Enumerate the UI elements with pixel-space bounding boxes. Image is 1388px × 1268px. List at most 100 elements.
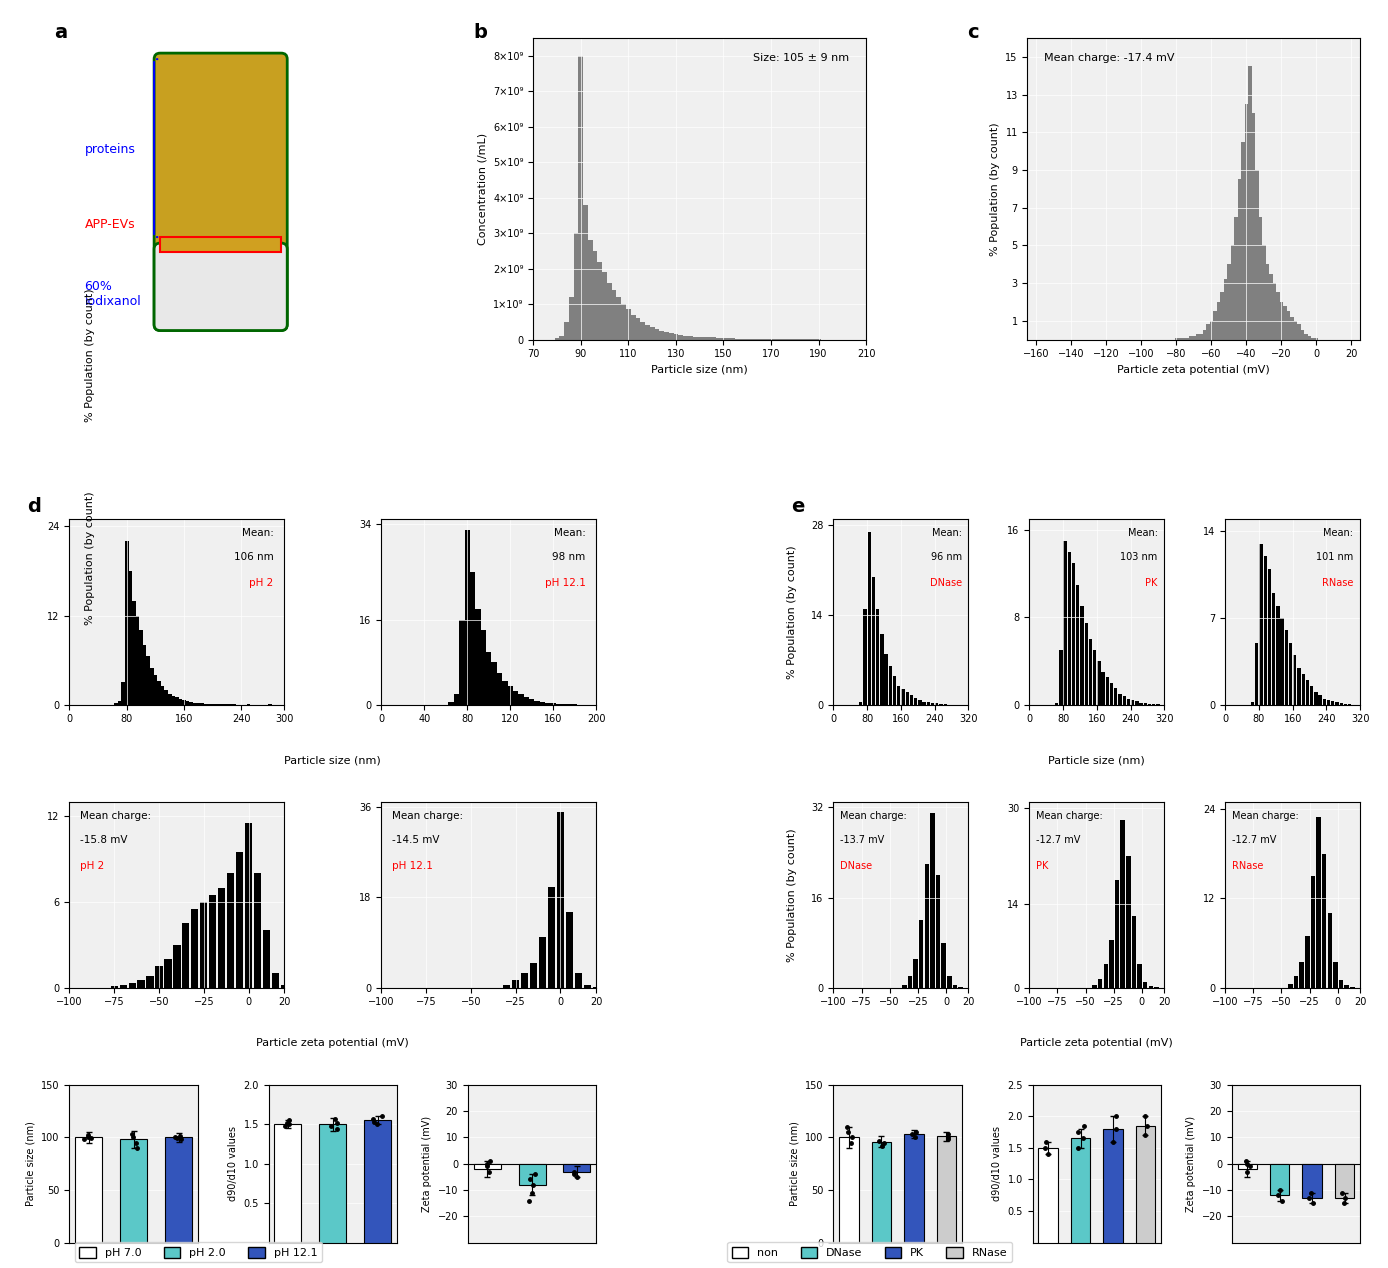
Bar bbox=[1178, 337, 1181, 340]
Text: Mean charge: -17.4 mV: Mean charge: -17.4 mV bbox=[1044, 53, 1174, 63]
Bar bbox=[1310, 686, 1313, 705]
Text: Size: 105 ± 9 nm: Size: 105 ± 9 nm bbox=[754, 53, 849, 63]
Bar bbox=[1131, 915, 1137, 988]
Bar bbox=[1110, 683, 1113, 705]
Bar bbox=[182, 700, 186, 705]
Bar bbox=[1076, 585, 1080, 705]
Bar bbox=[1059, 650, 1063, 705]
Bar bbox=[147, 976, 154, 988]
Bar bbox=[941, 942, 947, 988]
Bar bbox=[534, 700, 540, 705]
Bar bbox=[448, 702, 454, 705]
Bar bbox=[1119, 694, 1122, 705]
Bar bbox=[840, 1137, 859, 1243]
Bar bbox=[863, 609, 866, 705]
Text: PK: PK bbox=[1145, 578, 1158, 588]
Bar bbox=[573, 233, 579, 340]
Bar bbox=[1238, 179, 1241, 340]
Bar bbox=[523, 697, 529, 705]
Text: Mean charge:: Mean charge: bbox=[1233, 812, 1299, 822]
Bar bbox=[923, 701, 926, 705]
Text: 101 nm: 101 nm bbox=[1316, 553, 1353, 563]
Bar bbox=[262, 931, 271, 988]
Bar bbox=[1345, 985, 1349, 988]
Bar bbox=[569, 297, 573, 340]
Bar bbox=[502, 681, 508, 705]
Bar bbox=[1339, 702, 1344, 705]
Bar bbox=[673, 335, 679, 340]
Bar bbox=[197, 702, 200, 705]
Bar bbox=[1123, 696, 1126, 705]
Bar bbox=[1305, 333, 1307, 340]
Bar bbox=[1339, 980, 1344, 988]
Bar bbox=[559, 336, 564, 340]
Text: Mean charge:: Mean charge: bbox=[1035, 812, 1102, 822]
Bar bbox=[121, 1140, 147, 1243]
Bar bbox=[518, 694, 523, 705]
Bar bbox=[1302, 673, 1305, 705]
Bar bbox=[880, 634, 884, 705]
Bar bbox=[1103, 964, 1108, 988]
Y-axis label: Zeta potential (mV): Zeta potential (mV) bbox=[422, 1116, 432, 1212]
Bar bbox=[1067, 552, 1072, 705]
Bar bbox=[557, 812, 564, 988]
Bar bbox=[1109, 940, 1113, 988]
Bar bbox=[693, 337, 697, 340]
Bar bbox=[1174, 337, 1178, 340]
Bar bbox=[908, 976, 912, 988]
Bar bbox=[1305, 936, 1310, 988]
Bar bbox=[473, 1164, 501, 1169]
Bar bbox=[679, 335, 683, 340]
Bar bbox=[1209, 321, 1213, 340]
Bar bbox=[622, 304, 626, 340]
Bar bbox=[722, 337, 726, 340]
Bar bbox=[1327, 700, 1330, 705]
Bar bbox=[884, 653, 888, 705]
Bar bbox=[155, 966, 162, 988]
Y-axis label: Particle size (nm): Particle size (nm) bbox=[25, 1121, 36, 1206]
Bar bbox=[1259, 544, 1263, 705]
Bar bbox=[607, 283, 612, 340]
Bar bbox=[75, 1137, 103, 1243]
Bar bbox=[275, 1125, 301, 1243]
Bar bbox=[897, 686, 901, 705]
Bar bbox=[1289, 643, 1292, 705]
Text: PK: PK bbox=[1035, 861, 1048, 871]
Text: a: a bbox=[54, 23, 68, 42]
Bar bbox=[1291, 317, 1294, 340]
Text: -14.5 mV: -14.5 mV bbox=[391, 836, 440, 846]
Bar bbox=[200, 704, 204, 705]
Text: % Population (by count): % Population (by count) bbox=[787, 545, 797, 678]
Legend: pH 7.0, pH 2.0, pH 12.1: pH 7.0, pH 2.0, pH 12.1 bbox=[75, 1243, 322, 1263]
Text: Particle zeta potential (mV): Particle zeta potential (mV) bbox=[257, 1038, 409, 1049]
Bar bbox=[454, 694, 459, 705]
Bar bbox=[111, 987, 118, 988]
Bar bbox=[1302, 1164, 1321, 1198]
Text: DNase: DNase bbox=[930, 578, 962, 588]
Bar bbox=[179, 699, 182, 705]
Bar bbox=[168, 694, 172, 705]
Bar bbox=[210, 895, 217, 988]
Bar bbox=[902, 985, 906, 988]
Bar bbox=[272, 974, 279, 988]
Bar bbox=[514, 691, 518, 705]
Bar bbox=[157, 681, 161, 705]
Bar bbox=[319, 1125, 347, 1243]
Bar bbox=[1294, 321, 1298, 340]
Bar bbox=[530, 962, 537, 988]
Bar bbox=[706, 337, 712, 340]
Text: 103 nm: 103 nm bbox=[1120, 553, 1158, 563]
Bar bbox=[726, 339, 730, 340]
Bar bbox=[154, 675, 157, 705]
Text: -12.7 mV: -12.7 mV bbox=[1233, 836, 1277, 846]
Bar bbox=[669, 333, 673, 340]
Bar bbox=[697, 337, 702, 340]
Bar bbox=[1131, 700, 1134, 705]
Bar bbox=[1263, 557, 1267, 705]
Bar bbox=[904, 1134, 923, 1243]
Text: b: b bbox=[473, 23, 487, 42]
Bar bbox=[465, 530, 471, 705]
Bar bbox=[1288, 984, 1292, 988]
Bar bbox=[901, 689, 905, 705]
Bar bbox=[1262, 245, 1266, 340]
